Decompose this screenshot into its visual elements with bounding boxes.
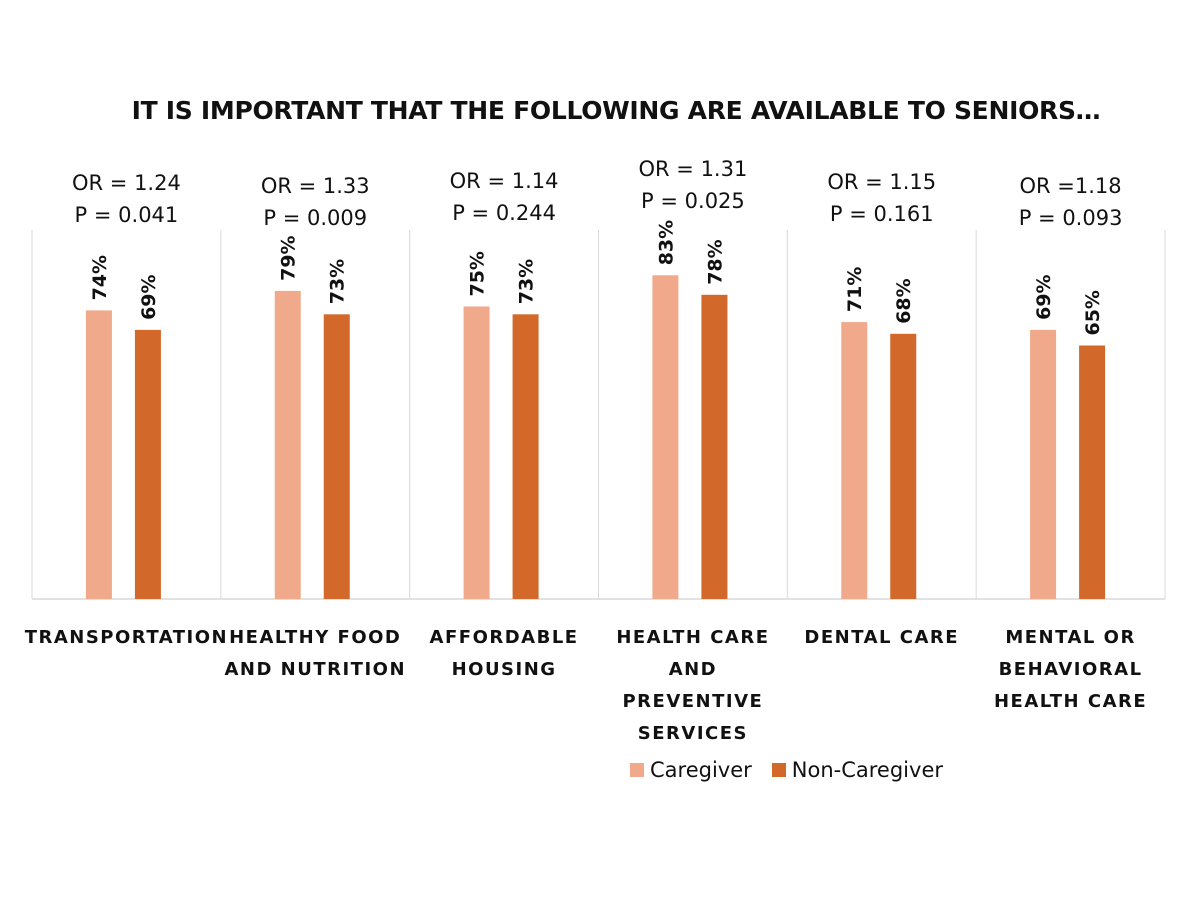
stat-line: P = 0.244 bbox=[452, 201, 556, 225]
bar-caregiver bbox=[85, 310, 112, 599]
stat-line: OR =1.18 bbox=[1019, 174, 1122, 198]
legend-item: Caregiver bbox=[630, 758, 752, 782]
category-label-line: HEALTH CARE AND bbox=[616, 627, 770, 680]
category-label-line: TRANSPORTATION bbox=[24, 627, 229, 648]
category-label-line: PREVENTIVE bbox=[622, 691, 764, 712]
bar-caregiver bbox=[841, 322, 868, 599]
bar-non-caregiver bbox=[323, 314, 350, 599]
bar-non-caregiver bbox=[512, 314, 539, 599]
bar-value-label: 73% bbox=[516, 259, 538, 304]
chart-title: IT IS IMPORTANT THAT THE FOLLOWING ARE A… bbox=[131, 96, 1101, 125]
bar-caregiver bbox=[274, 290, 301, 599]
category-label: HEALTH CARE AND PREVENTIVE SERVICES bbox=[591, 622, 796, 750]
category-label: AFFORDABLE HOUSING bbox=[402, 622, 607, 686]
stat-annotation: OR = 1.14 P = 0.244 bbox=[400, 165, 609, 229]
stat-line: P = 0.093 bbox=[1018, 206, 1123, 230]
category-label-line: HEALTHY FOOD bbox=[229, 627, 402, 648]
bar-value-label: 75% bbox=[467, 251, 489, 296]
category-label-line: HEALTH CARE bbox=[993, 691, 1148, 712]
legend-swatch bbox=[771, 763, 786, 777]
bar-value-label: 71% bbox=[844, 267, 866, 312]
category-label: HEALTHY FOOD AND NUTRITION bbox=[213, 622, 418, 686]
stat-line: OR = 1.15 bbox=[827, 170, 937, 194]
bar-value-label: 69% bbox=[138, 274, 160, 319]
stat-annotation: OR = 1.31 P = 0.025 bbox=[589, 153, 798, 217]
stat-annotation: OR =1.18 P = 0.093 bbox=[966, 170, 1175, 234]
stat-line: P = 0.009 bbox=[263, 206, 368, 230]
legend-item: Non-Caregiver bbox=[771, 758, 943, 782]
chart-legend: Caregiver Non-Caregiver bbox=[630, 758, 963, 782]
category-label: TRANSPORTATION bbox=[24, 622, 229, 654]
stat-line: OR = 1.33 bbox=[260, 174, 370, 198]
bar-value-label: 74% bbox=[89, 255, 111, 300]
bar-non-caregiver bbox=[701, 294, 728, 599]
stat-line: P = 0.041 bbox=[74, 203, 179, 227]
stat-line: OR = 1.31 bbox=[638, 157, 748, 181]
category-label-line: MENTAL OR bbox=[1005, 627, 1136, 648]
bar-caregiver bbox=[463, 306, 490, 599]
category-label-line: SERVICES bbox=[637, 723, 749, 744]
category-label-line: AFFORDABLE bbox=[429, 627, 579, 648]
legend-label: Caregiver bbox=[650, 758, 752, 782]
category-label-line: AND NUTRITION bbox=[224, 659, 407, 680]
bar-non-caregiver bbox=[1079, 345, 1106, 599]
stat-line: OR = 1.24 bbox=[72, 171, 181, 195]
bar-value-label: 78% bbox=[704, 239, 726, 284]
stat-line: P = 0.161 bbox=[829, 202, 934, 226]
stat-annotation: OR = 1.15 P = 0.161 bbox=[777, 166, 986, 230]
stat-annotation: OR = 1.24 P = 0.041 bbox=[22, 167, 231, 231]
category-label-line: HOUSING bbox=[451, 659, 557, 680]
bar-non-caregiver bbox=[134, 329, 161, 599]
stat-line: OR = 1.14 bbox=[449, 169, 559, 193]
bar-value-label: 73% bbox=[327, 259, 349, 304]
bar-value-label: 83% bbox=[655, 220, 677, 265]
bar-caregiver bbox=[652, 275, 679, 599]
legend-swatch bbox=[630, 763, 644, 777]
bar-value-label: 79% bbox=[278, 235, 300, 280]
bar-value-label: 68% bbox=[893, 278, 915, 323]
category-label-line: DENTAL CARE bbox=[804, 627, 960, 648]
stat-annotation: OR = 1.33 P = 0.009 bbox=[211, 170, 420, 234]
bar-non-caregiver bbox=[890, 333, 917, 599]
stat-line: P = 0.025 bbox=[641, 189, 745, 213]
legend-label: Non-Caregiver bbox=[791, 758, 943, 782]
category-label: DENTAL CARE bbox=[779, 622, 984, 654]
category-label-line: BEHAVIORAL bbox=[998, 659, 1143, 680]
category-label: MENTAL OR BEHAVIORAL HEALTH CARE bbox=[968, 622, 1173, 718]
bar-value-label: 69% bbox=[1033, 274, 1055, 319]
bar-caregiver bbox=[1030, 329, 1057, 599]
bar-value-label: 65% bbox=[1082, 290, 1104, 335]
